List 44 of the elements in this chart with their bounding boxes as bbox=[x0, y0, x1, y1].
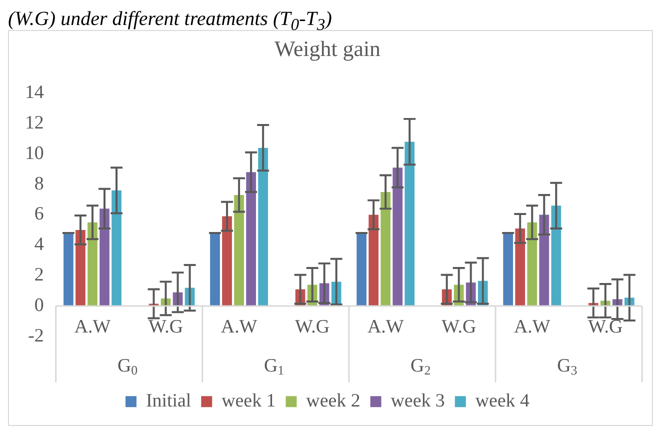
y-tick-label: 14 bbox=[24, 82, 44, 104]
bar bbox=[234, 194, 244, 306]
bar bbox=[392, 168, 403, 306]
legend-label: week 2 bbox=[306, 390, 360, 412]
x-tick-label: W.G bbox=[442, 316, 476, 338]
y-tick-label: 6 bbox=[34, 204, 44, 225]
y-tick-label: 8 bbox=[34, 173, 44, 194]
y-tick-label: 10 bbox=[24, 142, 44, 164]
legend-label: week 4 bbox=[475, 390, 530, 412]
bar bbox=[112, 190, 122, 306]
bar bbox=[503, 233, 514, 306]
x-tick-label: A.W bbox=[367, 316, 404, 338]
bar bbox=[76, 230, 86, 306]
bar bbox=[368, 214, 378, 306]
x-tick-label: W.G bbox=[148, 316, 184, 338]
bar bbox=[404, 142, 415, 306]
bar bbox=[64, 233, 74, 306]
legend-label: Initial bbox=[146, 390, 192, 412]
bar bbox=[100, 208, 110, 306]
bar bbox=[527, 222, 538, 306]
y-tick-label: 12 bbox=[24, 112, 44, 134]
bar bbox=[380, 192, 391, 306]
legend-label: week 1 bbox=[222, 390, 276, 412]
x-tick-label: A.W bbox=[74, 316, 111, 338]
bar bbox=[246, 172, 256, 306]
y-tick-label: 0 bbox=[34, 295, 44, 316]
x-tick-label: W.G bbox=[295, 316, 330, 338]
bar bbox=[222, 216, 232, 306]
chart-title: Weight gain bbox=[274, 36, 381, 61]
bar bbox=[356, 233, 366, 306]
x-tick-label: A.W bbox=[220, 316, 258, 338]
bar bbox=[539, 214, 550, 306]
x-tick-label: A.W bbox=[514, 316, 550, 338]
bar bbox=[551, 206, 562, 306]
bar bbox=[515, 228, 526, 306]
y-tick-label: -2 bbox=[28, 325, 44, 346]
y-tick-label: 4 bbox=[34, 234, 44, 256]
bar bbox=[88, 222, 98, 306]
y-tick-label: 2 bbox=[34, 264, 44, 286]
bar bbox=[210, 233, 220, 306]
legend-label: week 3 bbox=[390, 390, 445, 412]
x-tick-label: W.G bbox=[588, 316, 623, 338]
text: (W.G) under different treatments (T$_{0}$-T$_{3}$) bbox=[8, 8, 333, 34]
bar bbox=[258, 148, 268, 306]
